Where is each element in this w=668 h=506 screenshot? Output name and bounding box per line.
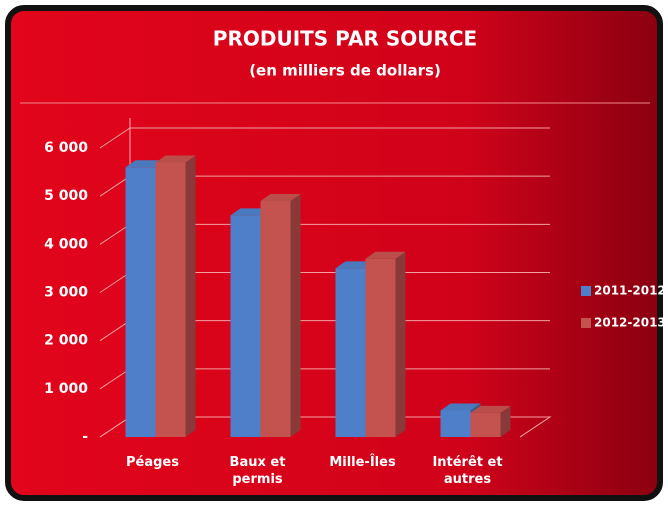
bar-front [335, 268, 366, 437]
y-tick-label: 6 000 [44, 140, 88, 156]
bar-top [365, 251, 406, 259]
y-tick-label: 1 000 [44, 381, 88, 397]
x-tick-label: Péages [126, 455, 179, 470]
grid-line [99, 127, 550, 149]
y-tick-label: 4 000 [44, 236, 88, 252]
bar [470, 405, 511, 437]
bar-front [440, 410, 471, 437]
chart-title: PRODUITS PAR SOURCE [213, 27, 477, 51]
bar-front [125, 167, 156, 437]
legend-label: 2011-2012 [594, 284, 666, 298]
bar-side [500, 405, 511, 437]
x-tick-label: Intérêt et autres [432, 455, 503, 487]
bar-front [470, 412, 501, 437]
legend-swatch [581, 286, 591, 296]
bar-top [470, 405, 511, 413]
frame [5, 5, 663, 501]
y-tick-label: - [82, 429, 88, 445]
y-tick-label: 3 000 [44, 285, 88, 301]
bar-front [155, 162, 186, 437]
bar [260, 193, 301, 437]
y-tick-label: 2 000 [44, 333, 88, 349]
bar-top [155, 155, 196, 163]
bar-top [440, 403, 481, 411]
bar-front [365, 258, 396, 437]
bar-side [395, 251, 406, 437]
y-tick-label: 5 000 [44, 188, 88, 204]
bar-side [185, 155, 196, 437]
x-tick-label: Baux et permis [229, 455, 286, 487]
bar-top [260, 193, 301, 201]
bar-front [230, 215, 261, 437]
bar-front [260, 200, 291, 437]
x-tick-label: Mille-Îles [329, 455, 396, 470]
bar-side [290, 193, 301, 437]
bar [155, 155, 196, 437]
legend-label: 2012-2013 [594, 316, 666, 330]
chart-subtitle: (en milliers de dollars) [249, 62, 441, 80]
legend-swatch [581, 318, 591, 328]
bar [365, 251, 406, 437]
